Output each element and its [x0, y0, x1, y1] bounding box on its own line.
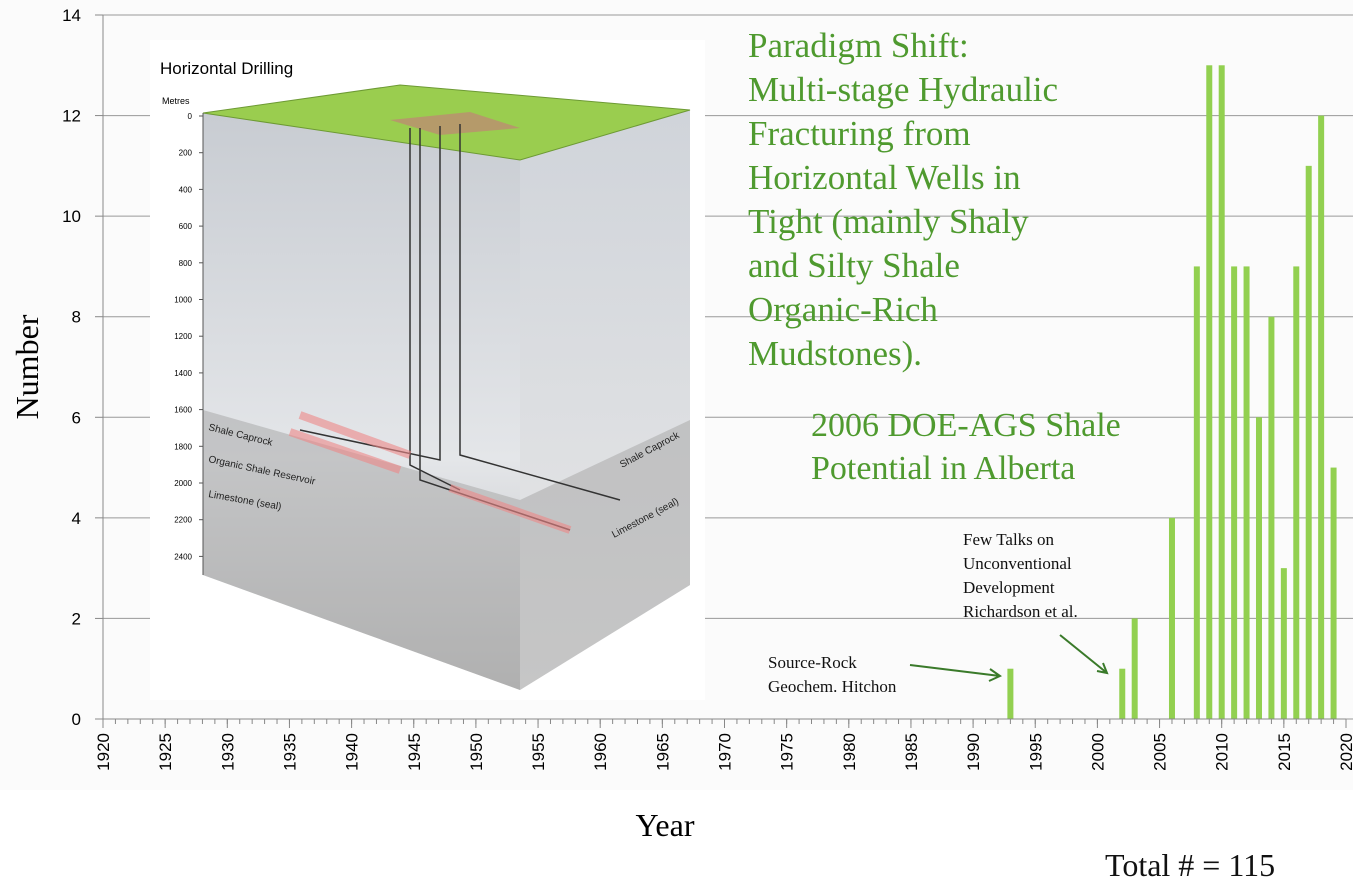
- depth-label: 1200: [174, 332, 192, 341]
- y-tick-label: 12: [62, 107, 81, 126]
- bar: [1268, 316, 1275, 719]
- bar: [1193, 266, 1200, 719]
- annotation-line: Horizontal Wells in: [748, 158, 1021, 197]
- bar: [1293, 266, 1300, 719]
- y-tick-label: 8: [72, 308, 81, 327]
- y-tick-label: 2: [72, 609, 81, 628]
- depth-label: 2200: [174, 516, 192, 525]
- y-tick-label: 4: [72, 509, 81, 528]
- x-tick-label: 1985: [902, 733, 921, 771]
- x-tick-label: 1955: [529, 733, 548, 771]
- depth-label: 1800: [174, 442, 192, 451]
- annotation-line: Total # = 115: [1105, 847, 1275, 883]
- x-tick-label: 2000: [1088, 733, 1107, 771]
- bar: [1206, 65, 1213, 720]
- annotation-line: Unconventional: [963, 554, 1072, 573]
- bar: [1318, 115, 1325, 720]
- x-tick-label: 1970: [716, 733, 735, 771]
- depth-label: 2000: [174, 479, 192, 488]
- x-tick-label: 2010: [1213, 733, 1232, 771]
- x-tick-label: 1940: [343, 733, 362, 771]
- annotation-line: Mudstones).: [748, 334, 922, 373]
- depth-label: 1400: [174, 369, 192, 378]
- bar: [1119, 668, 1126, 719]
- depth-label: 1000: [174, 296, 192, 305]
- x-tick-label: 1950: [467, 733, 486, 771]
- bar: [1243, 266, 1250, 719]
- fracture-zones: [288, 411, 572, 534]
- bar: [1330, 467, 1337, 719]
- bar: [1280, 568, 1287, 719]
- x-tick-label: 1945: [405, 733, 424, 771]
- x-axis-title: Year: [636, 807, 695, 843]
- depth-label: 200: [179, 149, 193, 158]
- depth-unit: Metres: [162, 96, 190, 106]
- x-tick-label: 2015: [1275, 733, 1294, 771]
- annotation-line: Richardson et al.: [963, 602, 1078, 621]
- wells: [299, 124, 621, 531]
- lower-layers: [203, 410, 690, 690]
- annotation-line: and Silty Shale: [748, 246, 960, 285]
- annotation-line: Organic-Rich: [748, 290, 938, 329]
- depth-label: 2400: [174, 552, 192, 561]
- bar: [1168, 517, 1175, 719]
- bar: [1231, 266, 1238, 719]
- depth-label: 400: [179, 185, 193, 194]
- inset-title: Horizontal Drilling: [160, 59, 293, 78]
- x-tick-label: 1925: [156, 733, 175, 771]
- depth-label: 0: [188, 112, 193, 121]
- y-tick-label: 10: [62, 207, 81, 226]
- y-tick-label: 0: [72, 710, 81, 729]
- depth-label: 1600: [174, 406, 192, 415]
- annotation-line: Multi-stage Hydraulic: [748, 70, 1058, 109]
- y-tick-label: 6: [72, 408, 81, 427]
- plot: 0 2 4 6 8 10 12 14 1920 1925 1930 1935 1940 1945 1950 1…: [62, 6, 1353, 883]
- annotation-line: 2006 DOE-AGS Shale: [811, 407, 1121, 444]
- x-tick-label: 1995: [1026, 733, 1045, 771]
- annotation-line: Potential in Alberta: [811, 450, 1075, 487]
- annotation-line: Few Talks on: [963, 530, 1055, 549]
- x-tick-label: 1965: [653, 733, 672, 771]
- annotation-arrows: [909, 634, 1109, 682]
- annotation-line: Development: [963, 578, 1055, 597]
- x-tick-label: 1980: [840, 733, 859, 771]
- bar: [1007, 668, 1014, 719]
- y-axis-title: Number: [9, 314, 45, 419]
- y-tick-label: 14: [62, 6, 81, 25]
- x-tick-label: 2005: [1151, 733, 1170, 771]
- annotation-line: Fracturing from: [748, 114, 971, 153]
- x-tick-label: 1975: [778, 733, 797, 771]
- bar: [1218, 65, 1225, 720]
- annotation-line: Paradigm Shift:: [748, 26, 969, 65]
- bar: [1255, 417, 1262, 719]
- depth-label: 800: [179, 259, 193, 268]
- annotation-line: Geochem. Hitchon: [768, 677, 897, 696]
- bar: [1131, 618, 1138, 719]
- annotation-line: Source-Rock: [768, 653, 857, 672]
- x-tick-label: 1920: [94, 733, 113, 771]
- pad: [390, 112, 520, 135]
- x-tick-label: 2020: [1337, 733, 1353, 771]
- x-tick-label: 1960: [591, 733, 610, 771]
- x-tick-label: 1990: [964, 733, 983, 771]
- x-tick-label: 1930: [218, 733, 237, 771]
- inset-diagram: Horizontal Drilling Metres 0 200 400 600 800…: [150, 40, 705, 700]
- annotation-line: Tight (mainly Shaly: [748, 202, 1029, 241]
- depth-label: 600: [179, 222, 193, 231]
- bar: [1305, 165, 1312, 719]
- x-tick-label: 1935: [280, 733, 299, 771]
